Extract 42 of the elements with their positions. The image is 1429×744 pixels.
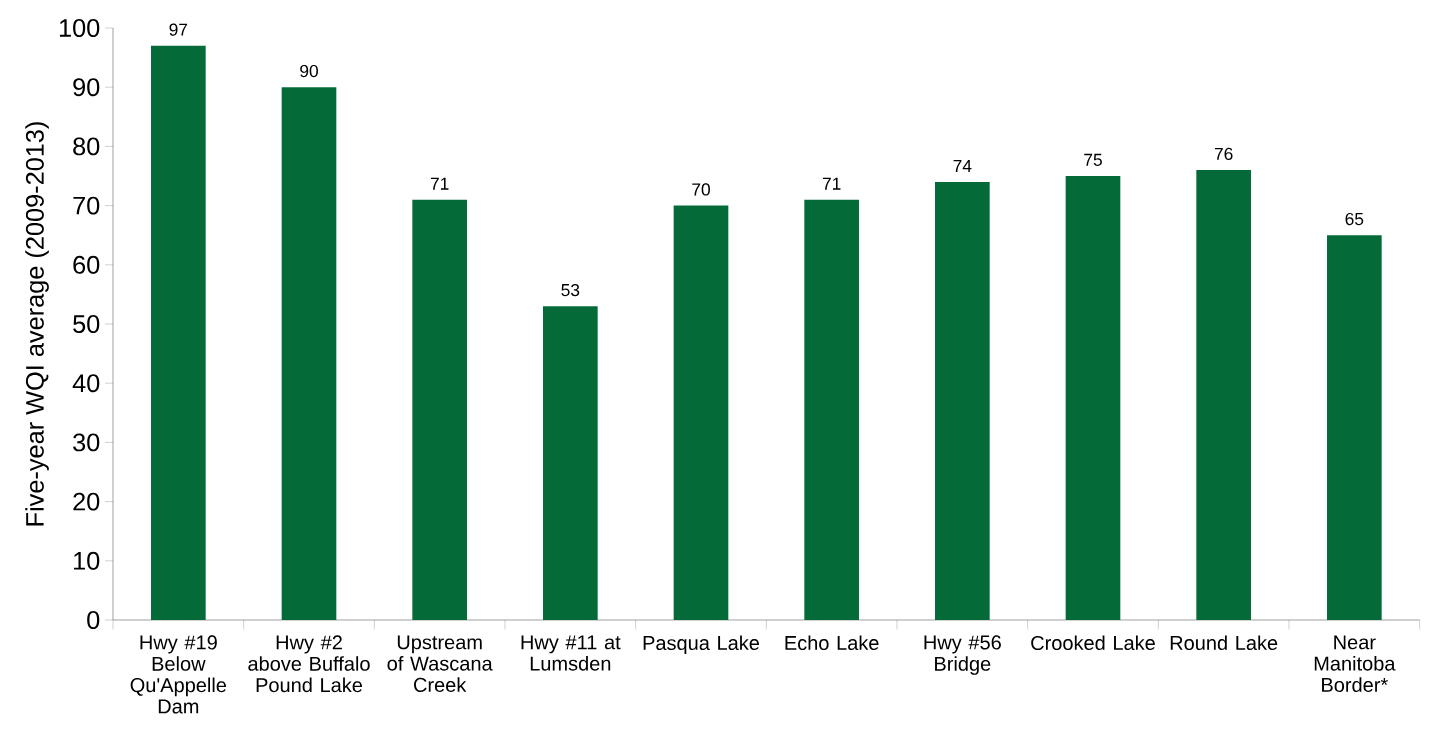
bar: [804, 199, 859, 620]
y-tick-label: 70: [73, 196, 100, 215]
bar: [543, 306, 598, 620]
data-label: 75: [1084, 153, 1102, 166]
data-label: 71: [822, 177, 841, 190]
y-tick-label: 80: [73, 137, 100, 156]
bar: [281, 87, 337, 620]
x-tick-label: Pasqua Lake: [643, 635, 760, 655]
data-label: 65: [1345, 212, 1364, 226]
x-tick-label: Echo Lake: [785, 635, 879, 651]
bar: [1196, 170, 1252, 620]
data-label: 53: [561, 283, 580, 297]
y-axis-title: Five-year WQI average (2009-2013): [25, 122, 49, 526]
x-tick-label: Hwy #11 at Lumsden: [521, 635, 621, 671]
y-tick-label: 90: [73, 78, 100, 97]
y-tick-label: 60: [73, 255, 100, 274]
bar: [673, 205, 729, 620]
x-tick-label: Near Manitoba Border*: [1314, 635, 1396, 692]
data-label: 90: [300, 64, 318, 78]
bar: [1065, 176, 1121, 620]
x-tick-label: Hwy #2 above Buffalo Pound Lake: [248, 635, 370, 693]
y-tick-label: 50: [73, 315, 100, 333]
y-tick-label: 100: [59, 19, 100, 37]
data-label: 76: [1214, 147, 1233, 161]
y-tick-label: 30: [73, 433, 100, 452]
y-tick-label: 40: [72, 374, 100, 393]
data-label: 97: [169, 23, 188, 36]
bar: [935, 181, 990, 620]
bar: [151, 45, 206, 620]
data-label: 71: [430, 177, 449, 190]
x-tick-label: Hwy #19 Below Qu'Appelle Dam: [130, 635, 227, 714]
x-tick-label: Upstream of Wascana Creek: [387, 635, 493, 692]
y-tick-label: 20: [73, 492, 100, 511]
x-tick-label: Hwy #56 Bridge: [924, 635, 1001, 675]
x-tick-label: Crooked Lake: [1031, 635, 1155, 651]
bar: [1327, 235, 1382, 620]
data-label: 74: [953, 159, 972, 172]
y-tick-label: 10: [74, 551, 100, 570]
bar: [412, 199, 467, 620]
data-label: 70: [692, 183, 710, 196]
x-tick-label: Round Lake: [1170, 635, 1278, 651]
y-tick-label: 0: [87, 611, 100, 629]
